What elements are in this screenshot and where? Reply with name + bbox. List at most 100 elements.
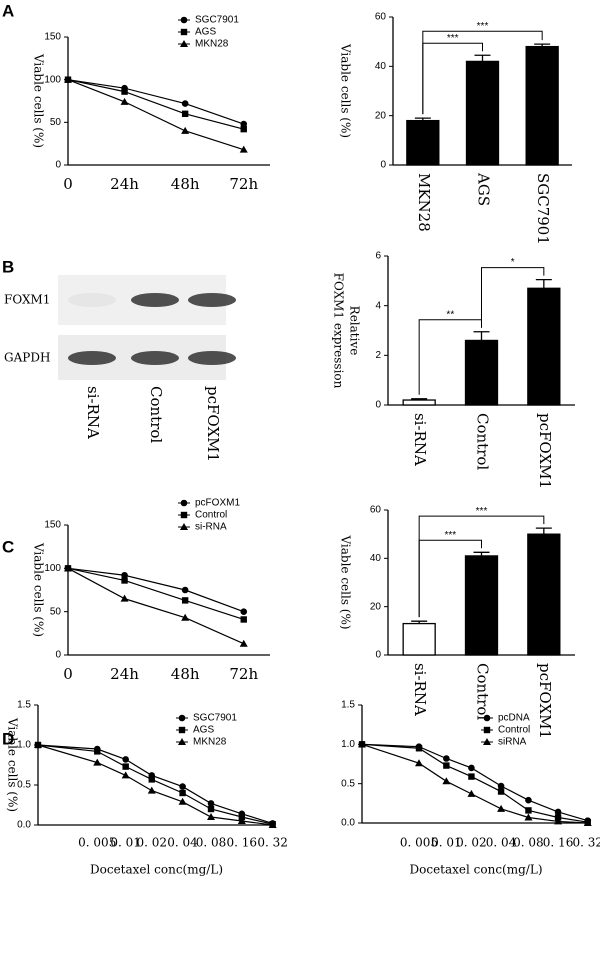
legend-marker (178, 714, 186, 722)
panel-letter: C (2, 537, 14, 556)
marker (207, 805, 215, 813)
marker (497, 782, 505, 790)
y-axis-label: Relative (348, 306, 362, 356)
line (67, 79, 244, 151)
bar (465, 60, 500, 166)
blot-band (68, 351, 116, 365)
legend-marker (180, 28, 188, 36)
blot-band (68, 293, 116, 307)
legend-label: AGS (195, 27, 216, 38)
x-tick-label: pcFOXM1 (536, 413, 554, 489)
y-tick-label: 50 (50, 117, 62, 128)
y-axis-label: FOXM1 expression (332, 273, 346, 389)
error-bar (473, 551, 490, 556)
significance-bracket (481, 267, 545, 328)
marker (240, 616, 247, 623)
line (67, 79, 244, 125)
marker (467, 789, 476, 797)
x-tick-label: 0. 08 (513, 836, 544, 850)
y-axis-label: Viable cells (%) (32, 542, 46, 637)
legend-label: pcFOXM1 (195, 498, 240, 509)
y-tick-label: 40 (375, 61, 387, 72)
marker (122, 763, 129, 770)
y-tick-label: 1.5 (17, 700, 31, 711)
legend-marker (180, 511, 188, 519)
y-tick-label: 2 (375, 350, 381, 361)
x-tick-label: 48h (171, 175, 200, 193)
marker (181, 110, 189, 117)
bar (527, 533, 561, 656)
y-tick-label: 40 (370, 553, 382, 564)
marker (34, 741, 42, 748)
error-bar (411, 398, 428, 401)
blot-band (131, 293, 179, 307)
legend-label: siRNA (498, 737, 527, 748)
x-tick-label: 0. 005 (400, 836, 438, 850)
y-tick-label: 1.5 (341, 700, 355, 711)
line (67, 567, 244, 613)
marker (468, 764, 475, 772)
marker (179, 783, 186, 790)
error-bar (474, 54, 491, 62)
marker (181, 126, 190, 134)
significance-label: *** (444, 530, 456, 541)
significance-label: *** (476, 506, 488, 517)
panel-letter: D (2, 729, 14, 748)
marker (181, 613, 190, 621)
marker (358, 740, 366, 748)
significance-bracket (418, 515, 545, 618)
marker (121, 571, 128, 579)
bar (525, 45, 559, 166)
line (361, 743, 588, 823)
error-bar (473, 331, 490, 341)
y-tick-label: 0.5 (17, 780, 31, 791)
marker (239, 639, 248, 647)
x-tick-label: 0. 02 (136, 836, 167, 850)
line (37, 744, 273, 824)
blot-lane-label: pcFOXM1 (204, 386, 222, 462)
y-tick-label: 20 (375, 110, 387, 121)
bar (464, 555, 499, 656)
x-tick-label: 72h (229, 175, 258, 193)
blot-row-label: GAPDH (4, 351, 50, 365)
x-tick-label: 24h (110, 175, 139, 193)
marker (240, 120, 248, 128)
error-bar (414, 117, 431, 121)
legend-label: Control (195, 510, 227, 521)
blot-lane-label: si-RNA (84, 386, 102, 439)
blot-row-label: FOXM1 (4, 293, 50, 307)
marker (443, 762, 450, 769)
marker (415, 759, 423, 767)
x-tick-label: 0. 04 (486, 836, 517, 850)
legend-marker (483, 726, 491, 734)
marker (554, 808, 562, 816)
y-tick-label: 0 (375, 650, 381, 661)
bar (406, 119, 440, 166)
marker (94, 748, 101, 755)
x-tick-label: 0. 04 (167, 836, 198, 850)
legend-marker (180, 499, 188, 507)
marker (178, 797, 187, 805)
x-tick-label: si-RNA (411, 663, 429, 716)
line (67, 567, 244, 645)
y-axis-label: Viable cells (%) (32, 53, 46, 148)
line (361, 743, 588, 822)
x-tick-label: 0. 16 (543, 836, 574, 850)
y-tick-label: 0.5 (341, 778, 355, 789)
significance-label: * (511, 257, 515, 268)
bar (464, 339, 499, 406)
y-tick-label: 6 (375, 251, 381, 262)
line (37, 744, 273, 825)
marker (93, 758, 102, 766)
x-tick-label: 0 (63, 665, 73, 683)
x-tick-label: 72h (229, 665, 258, 683)
y-tick-label: 0 (55, 160, 61, 171)
marker (207, 800, 215, 807)
legend-marker (180, 16, 188, 24)
blot-band (188, 351, 236, 365)
y-tick-label: 0 (380, 160, 386, 171)
legend-label: pcDNA (498, 713, 530, 724)
y-tick-label: 0 (55, 650, 61, 661)
legend-label: MKN28 (195, 39, 229, 50)
